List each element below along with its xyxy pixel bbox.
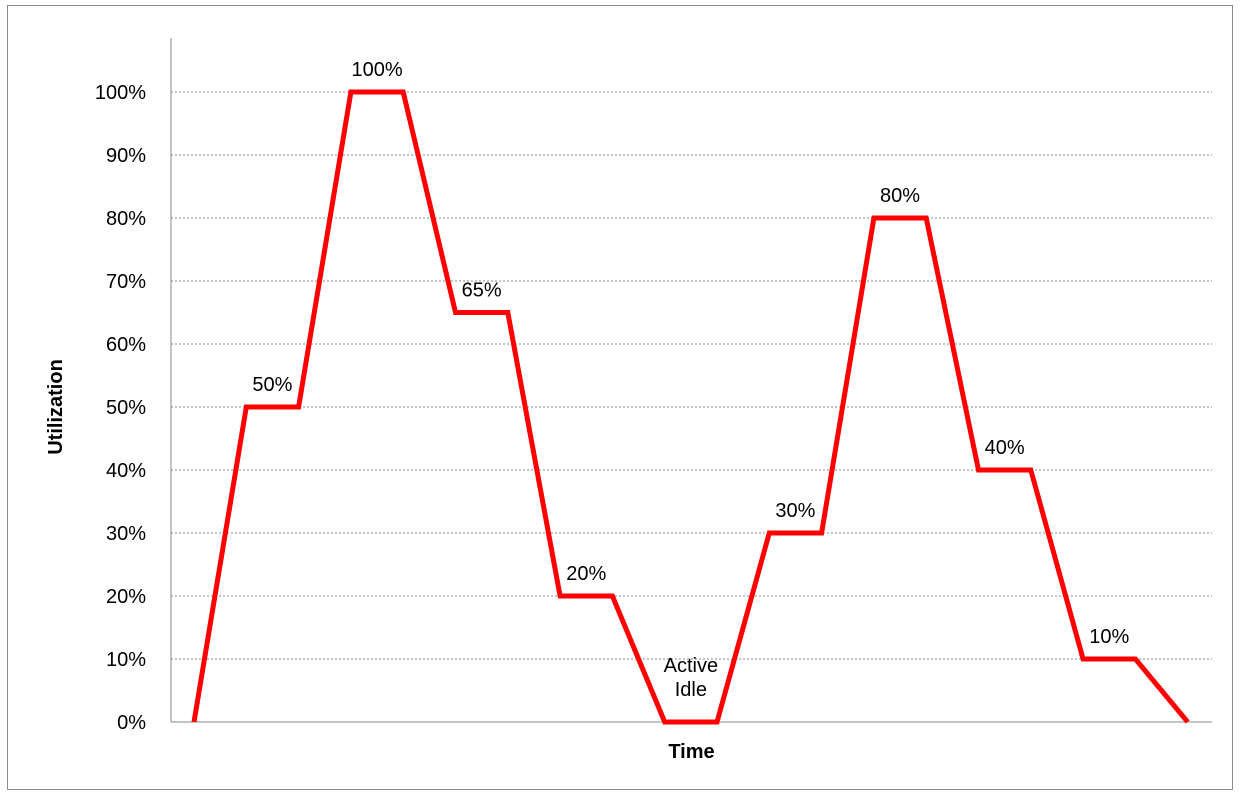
y-tick-label: 0% [117, 712, 146, 734]
series-line-utilization [191, 89, 1190, 725]
grid-lines [171, 91, 1212, 660]
y-tick-label: 50% [106, 397, 146, 419]
data-label: Active [664, 655, 718, 677]
y-tick-label: 60% [106, 334, 146, 356]
y-tick-labels: 0% 10% 20% 30% 40% 50% 60% 70% 80% 90% 100% [95, 82, 146, 734]
data-label: 65% [462, 280, 502, 302]
data-label: 80% [880, 185, 920, 207]
data-label: Idle [675, 679, 707, 701]
y-tick-label: 20% [106, 586, 146, 608]
y-tick-label: 90% [106, 145, 146, 167]
data-label: 10% [1089, 626, 1129, 648]
axes [170, 38, 1212, 723]
data-label: 30% [775, 500, 815, 522]
data-label: 100% [351, 59, 402, 81]
data-label: 50% [252, 374, 292, 396]
y-axis-title: Utilization [45, 359, 67, 455]
y-tick-label: 100% [95, 82, 146, 104]
series-layer [191, 89, 1190, 725]
y-tick-label: 30% [106, 523, 146, 545]
y-tick-label: 70% [106, 271, 146, 293]
y-tick-label: 40% [106, 460, 146, 482]
x-axis-title: Time [668, 741, 714, 763]
data-label: 40% [985, 437, 1025, 459]
data-label: 20% [566, 563, 606, 585]
y-tick-label: 80% [106, 208, 146, 230]
y-tick-label: 10% [106, 649, 146, 671]
